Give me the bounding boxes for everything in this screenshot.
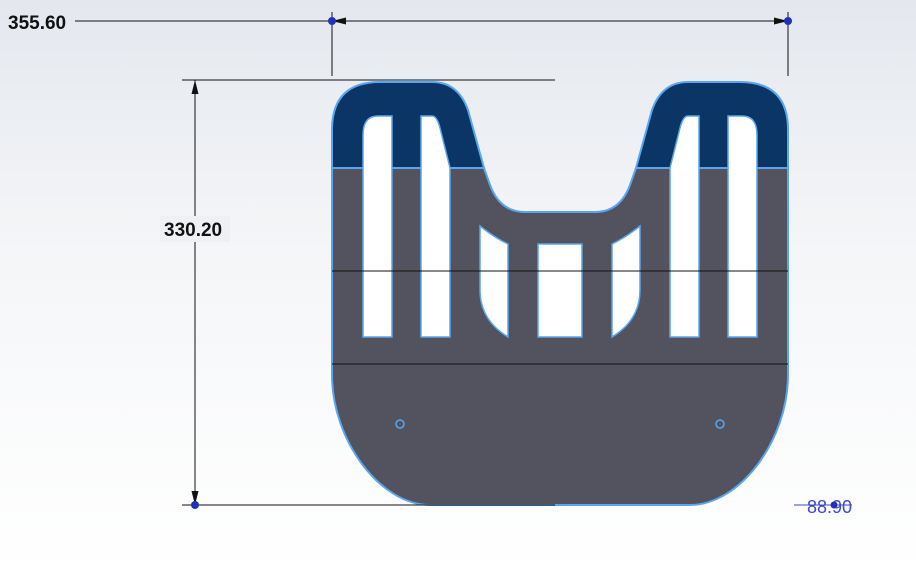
mount-hole-left[interactable] (395, 419, 405, 429)
height-label-background (160, 216, 230, 242)
left-slot-inner (420, 115, 451, 338)
width-dimension[interactable]: 355.60 (8, 12, 792, 76)
height-dimension[interactable]: 330.20 (160, 79, 555, 509)
width-endpoint-left[interactable] (328, 17, 336, 25)
width-endpoint-right[interactable] (784, 17, 792, 25)
height-arrow-top (191, 80, 199, 94)
right-cap (634, 81, 789, 169)
depth-dimension-value[interactable]: 88.90 (807, 497, 852, 517)
height-endpoint-bottom[interactable] (191, 501, 199, 509)
depth-dimension[interactable]: 88.90 (794, 497, 852, 517)
width-arrow-left (332, 17, 346, 25)
height-arrow-bottom (191, 491, 199, 505)
right-slot-outer (727, 115, 758, 338)
left-slot-outer (362, 115, 393, 338)
center-slot (537, 243, 583, 338)
width-arrow-right (774, 17, 788, 25)
center-left-cutout (479, 224, 509, 339)
depth-endpoint[interactable] (830, 501, 838, 509)
height-dimension-value[interactable]: 330.20 (164, 220, 222, 241)
right-slot-inner (669, 115, 700, 338)
mount-hole-right[interactable] (715, 419, 725, 429)
width-dimension-value[interactable]: 355.60 (8, 13, 66, 34)
plate-part[interactable] (331, 81, 789, 506)
left-cap (331, 81, 486, 169)
center-right-cutout (611, 224, 641, 339)
